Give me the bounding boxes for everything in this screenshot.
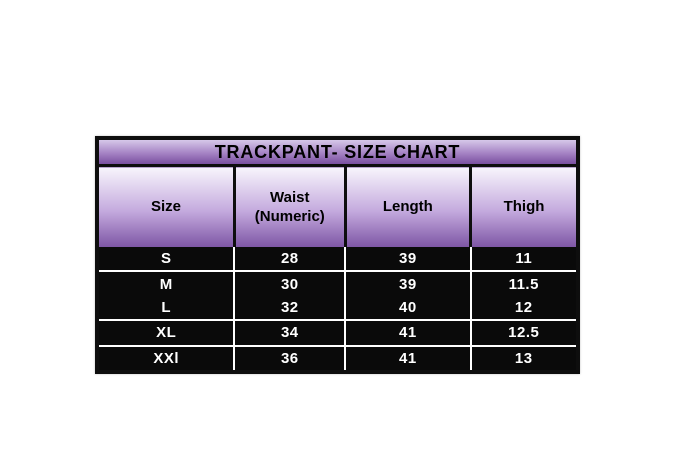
title-row: TRACKPANT- SIZE CHART [99, 140, 576, 167]
cell-length: 41 [344, 320, 471, 347]
cell-size: XL [99, 320, 235, 347]
cell-thigh: 11 [469, 247, 576, 273]
cell-thigh: 13 [469, 345, 576, 370]
size-chart-frame: TRACKPANT- SIZE CHART Size Waist (Numeri… [95, 136, 580, 374]
size-chart-table: TRACKPANT- SIZE CHART Size Waist (Numeri… [99, 140, 576, 370]
cell-length: 39 [344, 247, 471, 273]
cell-thigh: 12 [469, 295, 576, 322]
table-row-l: L 32 40 12 [99, 295, 576, 322]
cell-waist: 32 [233, 295, 346, 322]
cell-size: M [99, 271, 235, 296]
header-row: Size Waist (Numeric) Length Thigh [99, 165, 576, 247]
cell-length: 39 [344, 271, 471, 296]
cell-size: XXl [99, 345, 235, 370]
column-header-length: Length [343, 165, 471, 247]
cell-thigh: 11.5 [469, 271, 576, 296]
column-header-thigh: Thigh [469, 165, 576, 247]
column-header-waist: Waist (Numeric) [232, 165, 346, 247]
table-row-m: M 30 39 11.5 [99, 271, 576, 296]
table-row-xxl: XXl 36 41 13 [99, 345, 576, 370]
cell-waist: 30 [233, 271, 346, 296]
cell-length: 41 [344, 345, 471, 370]
cell-thigh: 12.5 [469, 320, 576, 347]
cell-waist: 28 [233, 247, 346, 273]
cell-waist: 36 [233, 345, 346, 370]
table-title: TRACKPANT- SIZE CHART [99, 140, 576, 167]
cell-size: L [99, 295, 235, 322]
cell-size: S [99, 247, 235, 273]
table-row-xl: XL 34 41 12.5 [99, 320, 576, 347]
cell-waist: 34 [233, 320, 346, 347]
cell-length: 40 [344, 295, 471, 322]
column-header-size: Size [99, 165, 235, 247]
table-row-s: S 28 39 11 [99, 247, 576, 273]
